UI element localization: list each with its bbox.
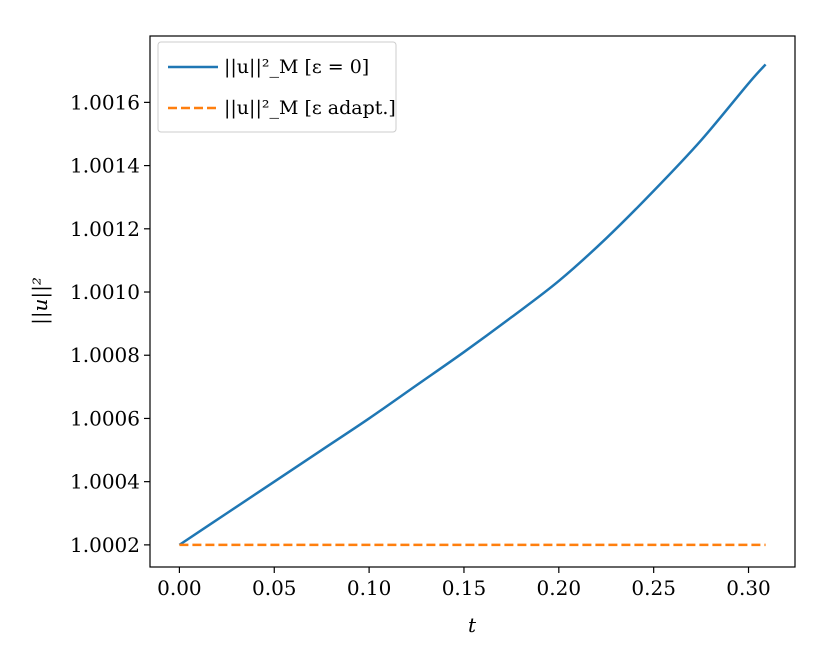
series-layer: [178, 63, 767, 547]
y-tick-label: 1.0014: [70, 154, 140, 178]
y-tick-label: 1.0002: [70, 533, 140, 557]
x-tick-label: 0.05: [252, 576, 297, 600]
x-axis-ticks: 0.00 0.05 0.10 0.15 0.20 0.25 0.30: [157, 567, 771, 600]
x-tick-label: 0.30: [726, 576, 771, 600]
legend-label-epsilon-adapt: ||u||²_M [ε adapt.]: [224, 97, 396, 119]
legend-box: [157, 41, 397, 133]
y-tick-label: 1.0006: [70, 406, 140, 430]
plot-frame: [149, 35, 796, 568]
x-tick-label: 0.20: [537, 576, 582, 600]
series-line-0: [178, 63, 767, 546]
x-axis-label: t: [468, 613, 477, 637]
x-tick-label: 0.15: [442, 576, 487, 600]
y-tick-label: 1.0004: [70, 470, 140, 494]
x-tick-label: 0.25: [631, 576, 676, 600]
x-tick-label: 0.00: [157, 576, 202, 600]
y-tick-label: 1.0008: [70, 343, 140, 367]
x-tick-label: 0.10: [347, 576, 392, 600]
y-axis-label: ||u||²: [28, 277, 53, 325]
y-tick-label: 1.0010: [70, 280, 140, 304]
y-axis-ticks: 1.0002 1.0004 1.0006 1.0008 1.0010 1.0012 1.00…: [70, 90, 150, 557]
legend: ||u||²_M [ε = 0] ||u||²_M [ε adapt.]: [157, 41, 397, 133]
legend-label-epsilon-zero: ||u||²_M [ε = 0]: [224, 56, 369, 78]
y-tick-label: 1.0016: [70, 90, 140, 114]
y-tick-label: 1.0012: [70, 217, 140, 241]
